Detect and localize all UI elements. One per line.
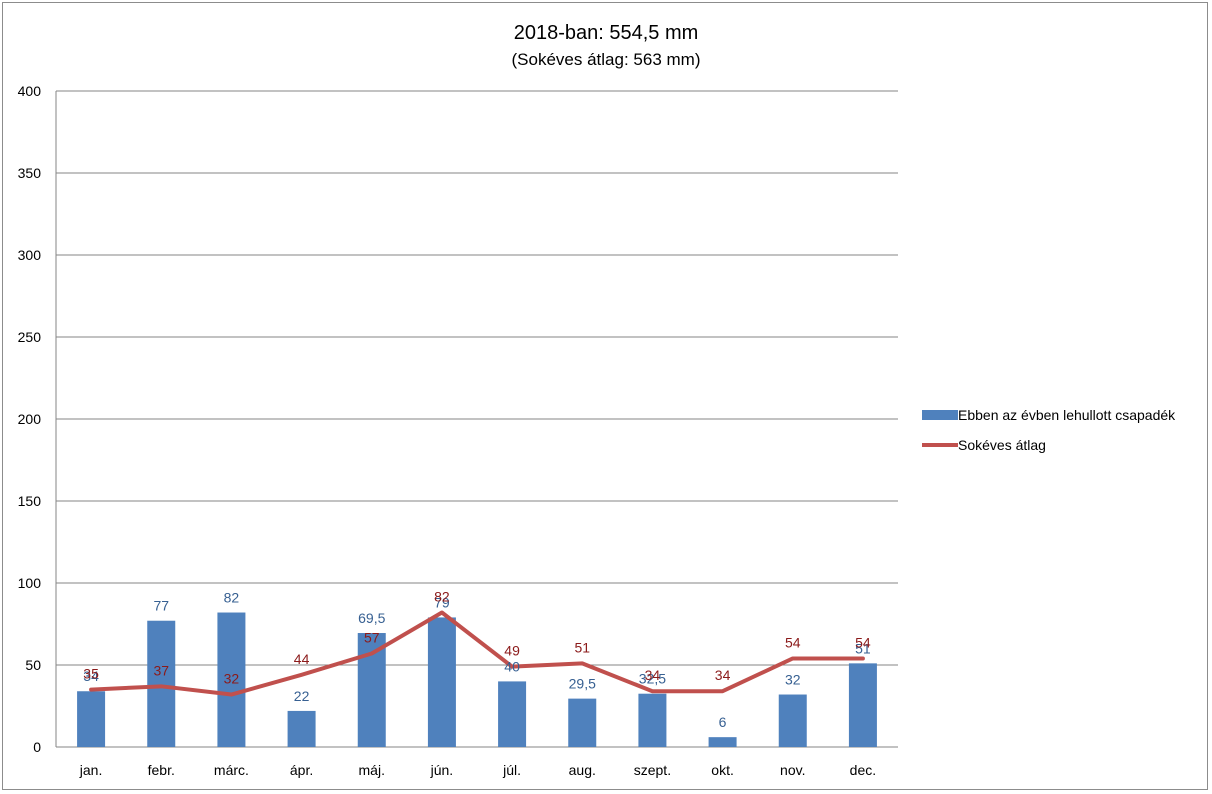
line-data-label: 54	[855, 634, 871, 650]
x-category-label: szept.	[634, 762, 671, 778]
bar	[77, 691, 106, 747]
data-labels: 34 77 82 22 69,5 79 40 29,5 32,5 6 32 51 35 37 32 44 57 8…	[83, 589, 871, 731]
legend: Ebben az évben lehullott csapadék Sokéve…	[922, 407, 1176, 453]
x-category-label: aug.	[569, 762, 596, 778]
line-data-label: 49	[504, 643, 520, 659]
chart-svg: 2018-ban: 554,5 mm (Sokéves átlag: 563 m…	[18, 22, 1177, 778]
bar-series	[77, 612, 877, 747]
bar-data-label: 79	[434, 594, 450, 610]
bar	[287, 710, 316, 747]
y-tick-label: 250	[18, 329, 42, 345]
bar	[217, 612, 246, 747]
legend-bar-label: Ebben az évben lehullott csapadék	[958, 407, 1176, 423]
x-category-label: febr.	[148, 762, 175, 778]
x-axis-categories: jan. febr. márc. ápr. máj. jún. júl. aug. szept.…	[79, 762, 876, 778]
y-tick-label: 100	[18, 575, 42, 591]
bar	[427, 617, 456, 747]
bar-data-label: 40	[504, 658, 520, 674]
bar-data-label: 69,5	[358, 610, 385, 626]
x-category-label: ápr.	[290, 762, 313, 778]
bar	[147, 620, 176, 747]
y-axis-ticks: 0 50 100 150 200 250 300 350 400	[18, 83, 42, 755]
x-category-label: júl.	[502, 762, 521, 778]
bar-data-label: 82	[224, 590, 240, 606]
gridlines	[55, 90, 898, 748]
bar	[778, 694, 807, 747]
chart-subtitle: (Sokéves átlag: 563 mm)	[512, 50, 701, 69]
line-data-label: 44	[294, 651, 310, 667]
bar	[498, 681, 527, 747]
x-category-label: jan.	[79, 762, 103, 778]
line-data-label: 54	[785, 634, 801, 650]
line-data-label: 82	[434, 589, 450, 605]
bar	[357, 633, 386, 747]
bar-data-label: 51	[855, 640, 871, 656]
y-tick-label: 300	[18, 247, 42, 263]
x-category-label: jún.	[430, 762, 454, 778]
bar-data-label: 77	[153, 598, 169, 614]
y-tick-label: 350	[18, 165, 42, 181]
x-category-label: nov.	[780, 762, 805, 778]
bar-data-label: 22	[294, 688, 310, 704]
x-category-label: okt.	[711, 762, 734, 778]
bar-data-label: 6	[719, 714, 727, 730]
bar	[568, 698, 597, 747]
line-data-label: 32	[224, 671, 240, 687]
legend-bar-swatch	[922, 410, 958, 420]
bar-data-label: 29,5	[569, 676, 596, 692]
line-data-label: 57	[364, 630, 380, 646]
x-category-label: márc.	[214, 762, 249, 778]
line-series	[89, 610, 865, 697]
line-data-label: 34	[715, 667, 731, 683]
bar	[638, 693, 667, 747]
legend-line-label: Sokéves átlag	[958, 437, 1046, 453]
y-tick-label: 0	[33, 739, 41, 755]
y-tick-label: 50	[25, 657, 41, 673]
y-tick-label: 150	[18, 493, 42, 509]
line-data-label: 35	[83, 666, 99, 682]
bar-data-label: 32	[785, 672, 801, 688]
line-data-label: 51	[574, 639, 590, 655]
x-category-label: dec.	[850, 762, 876, 778]
line-data-label: 34	[645, 667, 661, 683]
bar	[708, 737, 737, 747]
y-tick-label: 200	[18, 411, 42, 427]
bar	[848, 663, 877, 747]
line-data-label: 37	[153, 662, 169, 678]
bar-data-label: 32,5	[639, 671, 666, 687]
bar-data-label: 34	[83, 668, 99, 684]
line-series-path	[89, 610, 865, 697]
y-tick-label: 400	[18, 83, 42, 99]
x-category-label: máj.	[359, 762, 385, 778]
chart-title: 2018-ban: 554,5 mm	[514, 22, 699, 44]
